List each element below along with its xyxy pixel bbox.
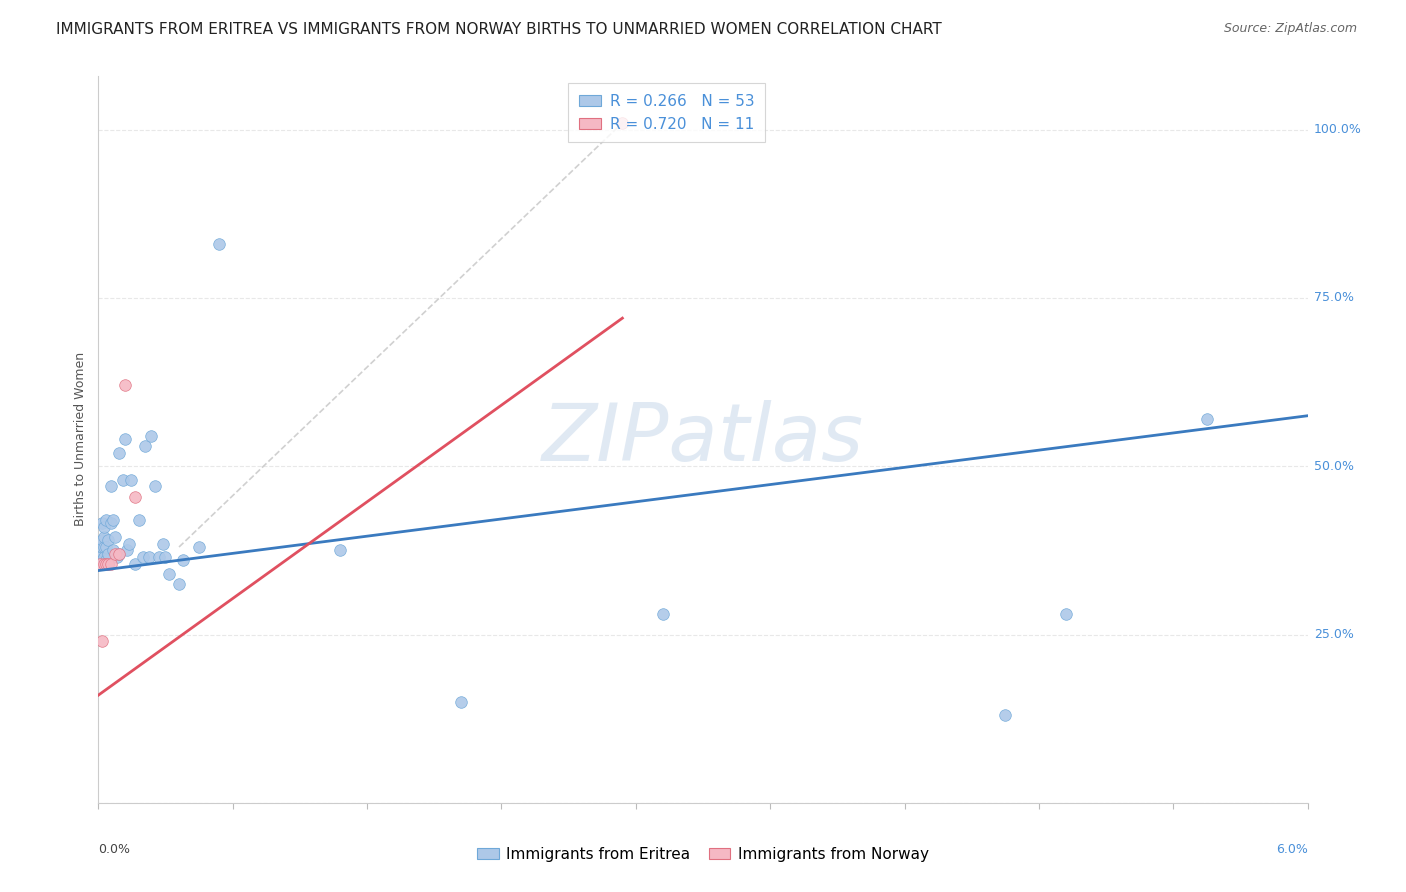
- Point: [93, 550, 115, 565]
- Point: [91, 516, 114, 531]
- Point: [188, 540, 211, 554]
- Point: [994, 708, 1017, 723]
- Point: [103, 547, 125, 561]
- Point: [651, 607, 673, 622]
- Point: [1054, 607, 1077, 622]
- Point: [208, 237, 231, 252]
- Point: [100, 479, 122, 493]
- Point: [111, 473, 134, 487]
- Point: [100, 557, 122, 571]
- Text: 75.0%: 75.0%: [1313, 292, 1354, 304]
- Point: [97, 547, 120, 561]
- Point: [167, 577, 190, 591]
- Point: [101, 513, 124, 527]
- Text: ZIPatlas: ZIPatlas: [541, 401, 865, 478]
- Point: [96, 513, 118, 527]
- Point: [124, 490, 146, 504]
- Point: [124, 557, 146, 571]
- Point: [128, 513, 150, 527]
- Point: [96, 540, 118, 554]
- Legend: R = 0.266   N = 53, R = 0.720   N = 11: R = 0.266 N = 53, R = 0.720 N = 11: [568, 84, 765, 143]
- Point: [96, 553, 118, 567]
- Point: [120, 473, 142, 487]
- Text: 0.0%: 0.0%: [98, 843, 131, 855]
- Point: [143, 479, 166, 493]
- Point: [91, 557, 114, 571]
- Point: [118, 536, 141, 550]
- Point: [172, 553, 194, 567]
- Point: [153, 550, 176, 565]
- Point: [91, 540, 114, 554]
- Point: [100, 516, 122, 531]
- Point: [91, 553, 114, 567]
- Point: [450, 695, 472, 709]
- Point: [105, 550, 128, 565]
- Point: [101, 543, 124, 558]
- Point: [96, 557, 118, 571]
- Point: [114, 378, 136, 392]
- Text: 50.0%: 50.0%: [1313, 459, 1354, 473]
- Point: [103, 530, 125, 544]
- Point: [97, 557, 120, 571]
- Point: [97, 533, 120, 548]
- Point: [93, 540, 115, 554]
- Point: [107, 446, 129, 460]
- Point: [134, 439, 156, 453]
- Point: [91, 634, 114, 648]
- Point: [138, 550, 160, 565]
- Text: IMMIGRANTS FROM ERITREA VS IMMIGRANTS FROM NORWAY BIRTHS TO UNMARRIED WOMEN CORR: IMMIGRANTS FROM ERITREA VS IMMIGRANTS FR…: [56, 22, 942, 37]
- Point: [91, 533, 114, 548]
- Point: [93, 557, 115, 571]
- Point: [148, 550, 170, 565]
- Text: 25.0%: 25.0%: [1313, 628, 1354, 641]
- Text: 100.0%: 100.0%: [1313, 123, 1361, 136]
- Point: [93, 520, 115, 534]
- Point: [89, 550, 111, 565]
- Text: Source: ZipAtlas.com: Source: ZipAtlas.com: [1223, 22, 1357, 36]
- Point: [139, 429, 162, 443]
- Point: [114, 432, 136, 446]
- Point: [107, 547, 129, 561]
- Point: [89, 557, 111, 571]
- Point: [612, 116, 634, 130]
- Legend: Immigrants from Eritrea, Immigrants from Norway: Immigrants from Eritrea, Immigrants from…: [471, 841, 935, 868]
- Point: [1195, 412, 1218, 426]
- Point: [115, 543, 138, 558]
- Point: [93, 530, 115, 544]
- Text: 6.0%: 6.0%: [1275, 843, 1308, 855]
- Point: [157, 566, 180, 581]
- Point: [93, 553, 115, 567]
- Point: [107, 547, 129, 561]
- Point: [152, 536, 174, 550]
- Point: [329, 543, 352, 558]
- Point: [132, 550, 155, 565]
- Point: [96, 557, 118, 571]
- Point: [89, 557, 111, 571]
- Y-axis label: Births to Unmarried Women: Births to Unmarried Women: [75, 352, 87, 526]
- Point: [97, 557, 120, 571]
